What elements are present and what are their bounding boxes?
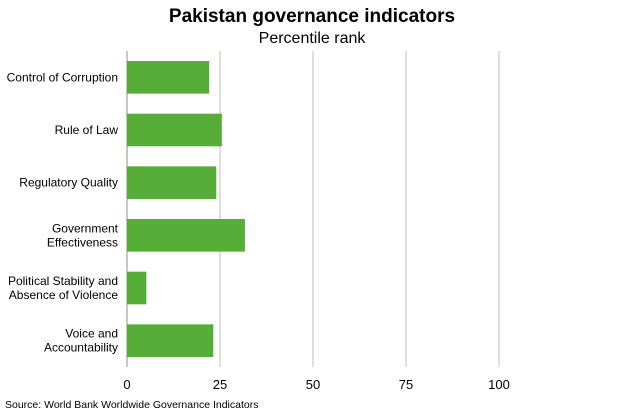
bar-layer	[127, 61, 245, 357]
category-label: Accountability	[44, 341, 118, 355]
category-labels: Control of Corruption Rule of Law Regulato…	[7, 70, 119, 354]
category-label: Political Stability and	[8, 274, 118, 288]
x-tick-label: 50	[306, 377, 320, 392]
x-tick-label: 25	[213, 377, 227, 392]
bar	[127, 61, 210, 94]
bar	[127, 219, 245, 252]
category-label: Control of Corruption	[7, 70, 118, 84]
source-note: Source: World Bank Worldwide Governance …	[5, 399, 259, 411]
x-axis-ticks: 0 25 50 75 100	[123, 377, 509, 392]
bar	[127, 166, 217, 199]
bar	[127, 324, 214, 357]
x-tick-label: 0	[123, 377, 130, 392]
bar	[127, 271, 147, 305]
chart-title: Pakistan governance indicators	[168, 6, 456, 27]
category-label: Rule of Law	[55, 123, 119, 137]
category-label: Voice and	[65, 327, 118, 341]
category-label: Effectiveness	[47, 235, 118, 249]
bar	[127, 113, 222, 147]
x-tick-label: 100	[488, 377, 510, 392]
category-label: Government	[52, 221, 119, 235]
grid-layer	[126, 51, 500, 367]
chart-subtitle: Percentile rank	[258, 30, 366, 47]
category-label: Regulatory Quality	[19, 176, 118, 190]
category-label: Absence of Violence	[9, 288, 119, 302]
x-tick-label: 75	[399, 377, 413, 392]
